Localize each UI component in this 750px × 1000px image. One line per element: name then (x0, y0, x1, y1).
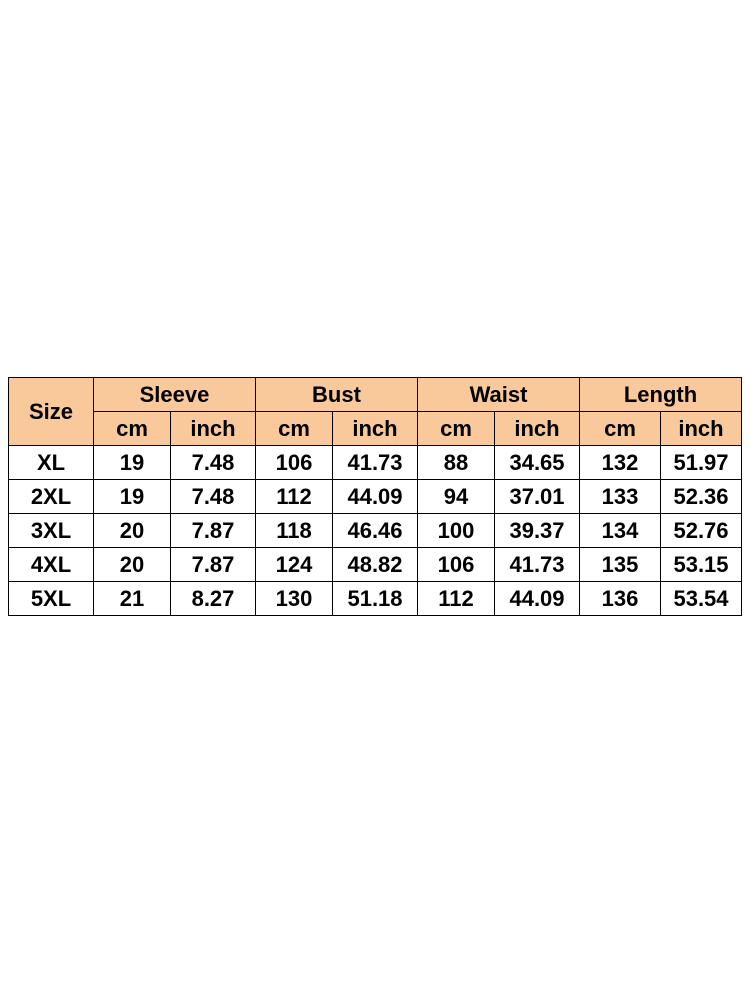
value-cell: 134 (579, 513, 661, 548)
value-cell: 39.37 (494, 513, 580, 548)
value-cell: 41.73 (332, 445, 418, 480)
value-cell: 51.97 (660, 445, 742, 480)
group-header: Sleeve (93, 377, 256, 412)
value-cell: 7.48 (170, 445, 256, 480)
value-cell: 100 (417, 513, 495, 548)
value-cell: 41.73 (494, 547, 580, 582)
data-row: 4XL 20 7.87 124 48.82 106 41.73 135 53.15 (8, 547, 742, 582)
data-row: 2XL 19 7.48 112 44.09 94 37.01 133 52.36 (8, 479, 742, 514)
value-cell: 106 (255, 445, 333, 480)
group-header: Length (579, 377, 742, 412)
value-cell: 135 (579, 547, 661, 582)
value-cell: 132 (579, 445, 661, 480)
value-cell: 34.65 (494, 445, 580, 480)
value-cell: 133 (579, 479, 661, 514)
unit-header: inch (660, 411, 742, 446)
unit-header: inch (170, 411, 256, 446)
value-cell: 118 (255, 513, 333, 548)
unit-header: cm (93, 411, 171, 446)
value-cell: 7.87 (170, 547, 256, 582)
value-cell: 51.18 (332, 581, 418, 616)
value-cell: 48.82 (332, 547, 418, 582)
size-table: Size Sleeve Bust Waist Length cm inch cm inch cm i… (8, 377, 742, 616)
unit-header: cm (255, 411, 333, 446)
value-cell: 124 (255, 547, 333, 582)
value-cell: 112 (255, 479, 333, 514)
value-cell: 52.36 (660, 479, 742, 514)
value-cell: 106 (417, 547, 495, 582)
value-cell: 7.87 (170, 513, 256, 548)
value-cell: 8.27 (170, 581, 256, 616)
data-row: 3XL 20 7.87 118 46.46 100 39.37 134 52.76 (8, 513, 742, 548)
value-cell: 19 (93, 445, 171, 480)
size-cell: 3XL (8, 513, 94, 548)
size-cell: 2XL (8, 479, 94, 514)
size-cell: 4XL (8, 547, 94, 582)
value-cell: 20 (93, 513, 171, 548)
value-cell: 94 (417, 479, 495, 514)
value-cell: 53.54 (660, 581, 742, 616)
size-cell: XL (8, 445, 94, 480)
header-row: Size Sleeve Bust Waist Length (8, 377, 742, 446)
data-row: 5XL 21 8.27 130 51.18 112 44.09 136 53.54 (8, 581, 742, 616)
value-cell: 136 (579, 581, 661, 616)
value-cell: 7.48 (170, 479, 256, 514)
group-header: Bust (255, 377, 418, 412)
value-cell: 130 (255, 581, 333, 616)
value-cell: 46.46 (332, 513, 418, 548)
value-cell: 21 (93, 581, 171, 616)
value-cell: 88 (417, 445, 495, 480)
group-header: Waist (417, 377, 580, 412)
value-cell: 53.15 (660, 547, 742, 582)
value-cell: 44.09 (494, 581, 580, 616)
unit-header: inch (494, 411, 580, 446)
value-cell: 112 (417, 581, 495, 616)
unit-header: cm (579, 411, 661, 446)
unit-row: cm inch cm inch cm inch cm inch (9, 411, 742, 446)
corner-header: Size (8, 377, 94, 446)
value-cell: 37.01 (494, 479, 580, 514)
size-cell: 5XL (8, 581, 94, 616)
unit-header: inch (332, 411, 418, 446)
value-cell: 19 (93, 479, 171, 514)
value-cell: 44.09 (332, 479, 418, 514)
value-cell: 52.76 (660, 513, 742, 548)
data-row: XL 19 7.48 106 41.73 88 34.65 132 51.97 (8, 445, 742, 480)
value-cell: 20 (93, 547, 171, 582)
unit-header: cm (417, 411, 495, 446)
